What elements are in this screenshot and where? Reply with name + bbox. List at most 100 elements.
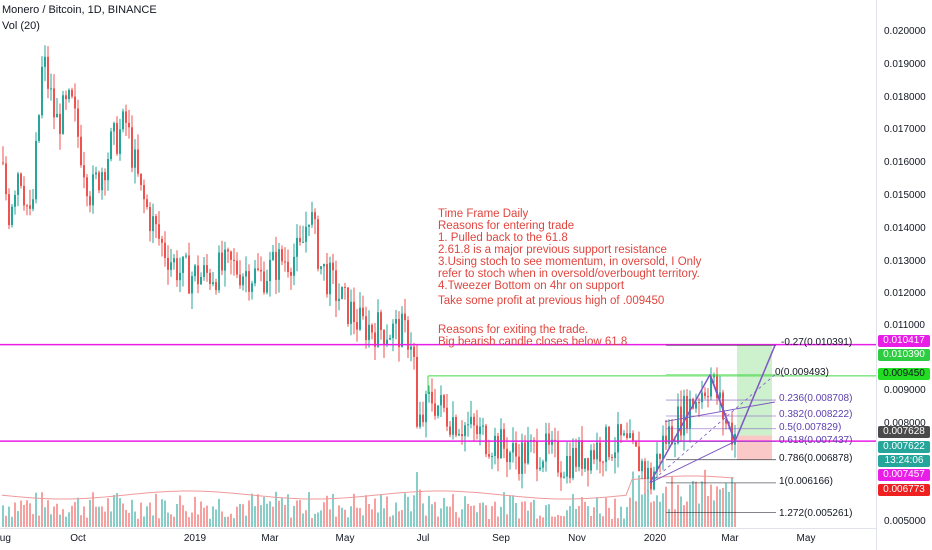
volume-bar — [392, 515, 394, 527]
price-tag-green: 0.010390 — [878, 349, 930, 361]
volume-bar — [29, 503, 31, 527]
candle-body — [605, 426, 607, 462]
candle-body — [233, 259, 235, 261]
fib-level-label: 1.272(0.005261) — [779, 508, 853, 519]
volume-bar — [38, 515, 40, 527]
candle-body — [218, 252, 220, 291]
time-axis-label: May — [796, 533, 816, 544]
volume-bar — [137, 518, 139, 527]
candle-body — [245, 271, 247, 277]
candle-body — [65, 95, 67, 100]
candle-body — [695, 402, 697, 409]
volume-bar — [410, 511, 412, 527]
time-axis-label: 2019 — [183, 533, 207, 544]
volume-bar — [362, 515, 364, 527]
candle-body — [281, 249, 283, 262]
candle-body — [140, 173, 142, 186]
candle-body — [548, 433, 550, 445]
volume-bar — [671, 476, 673, 527]
candle-body — [365, 316, 367, 341]
volume-bar — [200, 501, 202, 527]
candle-body — [584, 458, 586, 469]
candle-body — [344, 286, 346, 288]
candle-body — [614, 452, 616, 458]
candle-body — [500, 429, 502, 459]
candle-body — [380, 312, 382, 331]
volume-bar — [353, 493, 355, 527]
volume-bar — [512, 495, 514, 527]
volume-bar — [683, 505, 685, 527]
candle-body — [35, 140, 37, 200]
volume-bar — [8, 506, 10, 527]
volume-bar — [575, 508, 577, 527]
volume-bar — [398, 511, 400, 527]
volume-bar — [179, 495, 181, 527]
stop-loss-zone — [737, 435, 772, 460]
volume-bar — [602, 516, 604, 527]
time-axis-label: May — [335, 533, 355, 544]
candle-body — [314, 212, 316, 220]
candle-body — [164, 242, 166, 258]
candle-body — [497, 435, 499, 459]
candle-body — [362, 307, 364, 317]
candle-body — [155, 216, 157, 225]
candle-body — [443, 395, 445, 408]
candle-body — [161, 238, 163, 243]
candle-body — [20, 173, 22, 186]
volume-bar — [692, 480, 694, 527]
volume-bar — [413, 495, 415, 527]
volume-bar — [659, 501, 661, 527]
candle-body — [125, 111, 127, 123]
volume-bar — [329, 509, 331, 527]
candlestick-chart[interactable] — [0, 0, 876, 528]
volume-bar — [176, 503, 178, 527]
candle-body — [551, 439, 553, 445]
candle-body — [428, 391, 430, 394]
volume-bar — [32, 514, 34, 527]
candle-body — [596, 442, 598, 460]
candle-body — [422, 414, 424, 423]
candle-body — [566, 456, 568, 477]
annotation-line: 3.Using stoch to see momentum, in overso… — [438, 256, 702, 268]
time-axis-label: Mar — [721, 533, 739, 544]
volume-bar — [380, 494, 382, 527]
candle-body — [374, 332, 376, 347]
candle-body — [602, 461, 604, 463]
volume-bar — [617, 518, 619, 527]
candle-body — [392, 323, 394, 339]
candle-body — [347, 287, 349, 324]
candle-body — [221, 252, 223, 271]
candle-body — [398, 318, 400, 348]
fib-level-label: 1(0.006166) — [779, 476, 833, 487]
volume-bar — [269, 501, 271, 527]
volume-bar — [611, 518, 613, 527]
volume-bar — [95, 506, 97, 527]
volume-bar — [467, 503, 469, 527]
volume-bar — [296, 500, 298, 527]
candle-body — [359, 307, 361, 330]
volume-bar — [5, 515, 7, 527]
volume-bar — [98, 506, 100, 527]
candle-body — [38, 115, 40, 141]
volume-bar — [677, 484, 679, 527]
candle-body — [2, 162, 4, 164]
volume-bar — [368, 503, 370, 527]
candle-body — [29, 205, 31, 209]
volume-bar — [545, 505, 547, 527]
annotation-line: Big bearish candle closes below 61.8 — [438, 336, 628, 348]
price-tag-green: 0.009450 — [878, 368, 930, 380]
candle-body — [194, 265, 196, 277]
volume-indicator-label[interactable]: Vol (20) — [2, 20, 40, 32]
candle-body — [191, 276, 193, 294]
trend-line — [649, 441, 736, 484]
candle-body — [701, 392, 703, 403]
candle-body — [188, 255, 190, 294]
candle-body — [341, 286, 343, 299]
volume-bar — [401, 510, 403, 527]
candle-body — [485, 425, 487, 455]
candle-body — [707, 396, 709, 398]
candle-body — [353, 301, 355, 323]
candle-body — [356, 322, 358, 330]
volume-bar — [665, 486, 667, 527]
